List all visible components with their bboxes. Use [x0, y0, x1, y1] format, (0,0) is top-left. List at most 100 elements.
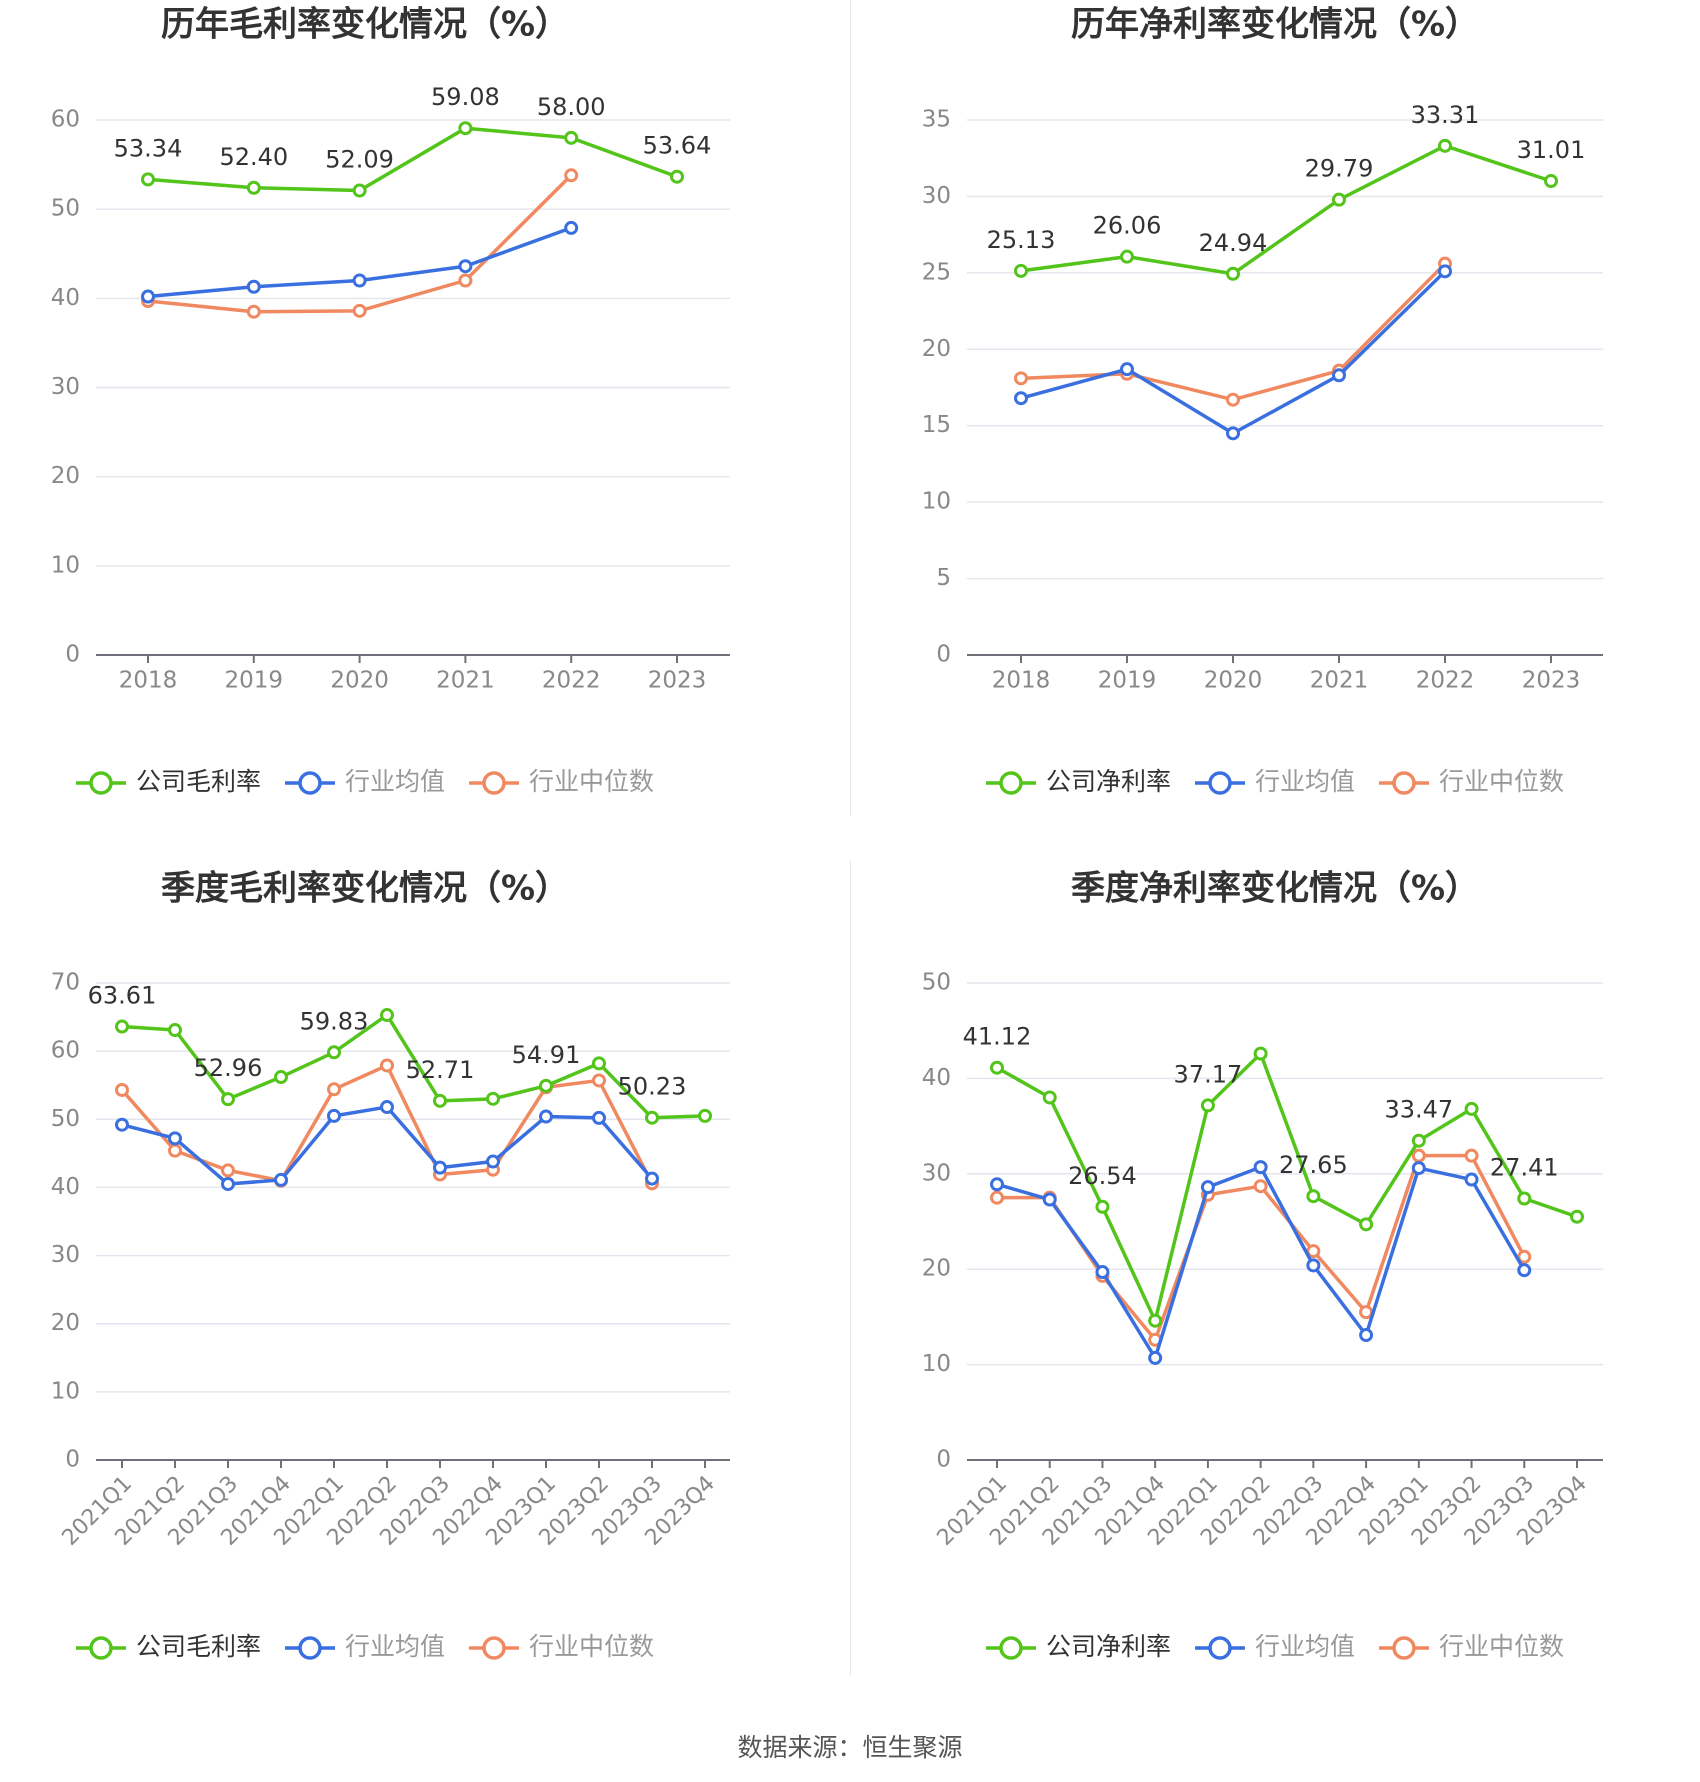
data-point-median: [1014, 371, 1028, 386]
legend-label: 公司毛利率: [136, 767, 261, 796]
data-point-company: [1306, 1189, 1321, 1204]
series-line-company: [121, 1013, 706, 1120]
legend-swatch-marker: [1392, 771, 1416, 795]
data-point-median: [990, 1190, 1004, 1205]
data-point-company: [1095, 1199, 1110, 1214]
data-point-company: [115, 1019, 129, 1034]
data-point-median: [246, 304, 261, 319]
y-tick-label: 35: [922, 107, 951, 133]
y-tick-label: 60: [51, 107, 80, 133]
y-tick-label: 70: [51, 970, 80, 996]
legend-label: 行业中位数: [529, 1632, 654, 1661]
data-label: 29.79: [1305, 155, 1374, 183]
data-point-company: [246, 180, 261, 195]
legend-label: 行业均值: [1255, 1632, 1355, 1661]
data-point-avg: [486, 1154, 500, 1169]
x-tick-label: 2022: [1416, 668, 1475, 694]
y-tick-label: 0: [936, 1447, 951, 1473]
data-point-median: [592, 1073, 606, 1088]
y-tick-label: 50: [51, 196, 80, 222]
data-point-median: [1306, 1244, 1321, 1259]
data-point-median: [327, 1082, 341, 1097]
data-label: 26.06: [1093, 212, 1162, 240]
data-point-avg: [327, 1108, 341, 1123]
y-tick-label: 5: [936, 565, 951, 591]
chart-title: 历年净利率变化情况（%）: [1071, 5, 1479, 45]
data-point-company: [327, 1045, 341, 1060]
y-tick-label: 0: [936, 642, 951, 668]
legend-swatch-marker: [999, 1636, 1023, 1660]
data-point-avg: [1411, 1161, 1426, 1176]
legend-swatch-marker: [1208, 1636, 1232, 1660]
data-point-avg: [564, 220, 579, 235]
legend-label: 行业中位数: [529, 767, 654, 796]
data-point-company: [564, 130, 579, 145]
data-point-avg: [1042, 1192, 1057, 1207]
data-point-company: [1332, 192, 1346, 207]
data-point-company: [352, 183, 367, 198]
legend-label: 行业中位数: [1439, 767, 1564, 796]
y-tick-label: 15: [922, 412, 951, 438]
data-point-company: [592, 1056, 606, 1071]
data-label: 26.54: [1068, 1162, 1137, 1190]
data-point-company: [1464, 1101, 1479, 1116]
data-label: 27.41: [1490, 1154, 1559, 1182]
data-label: 25.13: [987, 226, 1056, 254]
data-point-avg: [1438, 264, 1452, 279]
y-tick-label: 0: [65, 642, 80, 668]
legend-swatch-marker: [999, 771, 1023, 795]
data-point-median: [1226, 392, 1240, 407]
data-point-avg: [1120, 362, 1134, 377]
y-tick-label: 0: [65, 1447, 80, 1473]
chart-title: 历年毛利率变化情况（%）: [161, 5, 569, 45]
data-point-median: [1253, 1179, 1268, 1194]
data-source-note: 数据来源：恒生聚源: [737, 1733, 963, 1762]
data-point-avg: [352, 273, 367, 288]
legend-label: 行业均值: [1255, 767, 1355, 796]
data-label: 24.94: [1199, 229, 1268, 257]
legend-swatch-marker: [482, 1636, 506, 1660]
data-point-median: [1359, 1305, 1374, 1320]
data-point-company: [1200, 1098, 1215, 1113]
data-point-median: [115, 1082, 129, 1097]
data-point-avg: [1517, 1263, 1532, 1278]
data-label: 59.83: [300, 1007, 369, 1035]
data-point-avg: [246, 279, 261, 294]
data-point-company: [1148, 1313, 1163, 1328]
x-tick-label: 2021: [1310, 668, 1369, 694]
data-point-company: [1014, 263, 1028, 278]
y-tick-label: 20: [922, 1256, 951, 1282]
data-point-median: [1464, 1148, 1479, 1163]
data-point-company: [645, 1110, 659, 1125]
data-point-avg: [539, 1109, 553, 1124]
data-point-company: [433, 1093, 447, 1108]
x-tick-label: 2022: [542, 668, 601, 694]
data-label: 53.64: [643, 132, 712, 160]
series-line-median: [120, 1063, 654, 1185]
y-tick-label: 20: [51, 1310, 80, 1336]
x-tick-label: 2020: [330, 668, 389, 694]
data-point-median: [458, 273, 473, 288]
data-label: 41.12: [963, 1023, 1032, 1051]
data-label: 63.61: [88, 982, 157, 1010]
data-label: 59.08: [431, 83, 500, 111]
data-point-avg: [1359, 1328, 1374, 1343]
data-point-median: [352, 303, 367, 318]
data-point-company: [1544, 173, 1558, 188]
legend-swatch-marker: [89, 1636, 113, 1660]
data-point-company: [141, 172, 155, 187]
y-tick-label: 10: [51, 552, 80, 578]
legend-swatch-marker: [482, 771, 506, 795]
data-label: 37.17: [1174, 1060, 1243, 1088]
y-tick-label: 30: [922, 1160, 951, 1186]
data-label: 58.00: [537, 93, 606, 121]
y-tick-label: 40: [922, 1065, 951, 1091]
data-point-median: [221, 1163, 235, 1178]
y-tick-label: 50: [51, 1106, 80, 1132]
y-tick-label: 10: [922, 1351, 951, 1377]
data-point-avg: [1306, 1258, 1321, 1273]
y-tick-label: 10: [922, 489, 951, 515]
data-label: 33.31: [1411, 101, 1480, 129]
y-tick-label: 50: [922, 970, 951, 996]
